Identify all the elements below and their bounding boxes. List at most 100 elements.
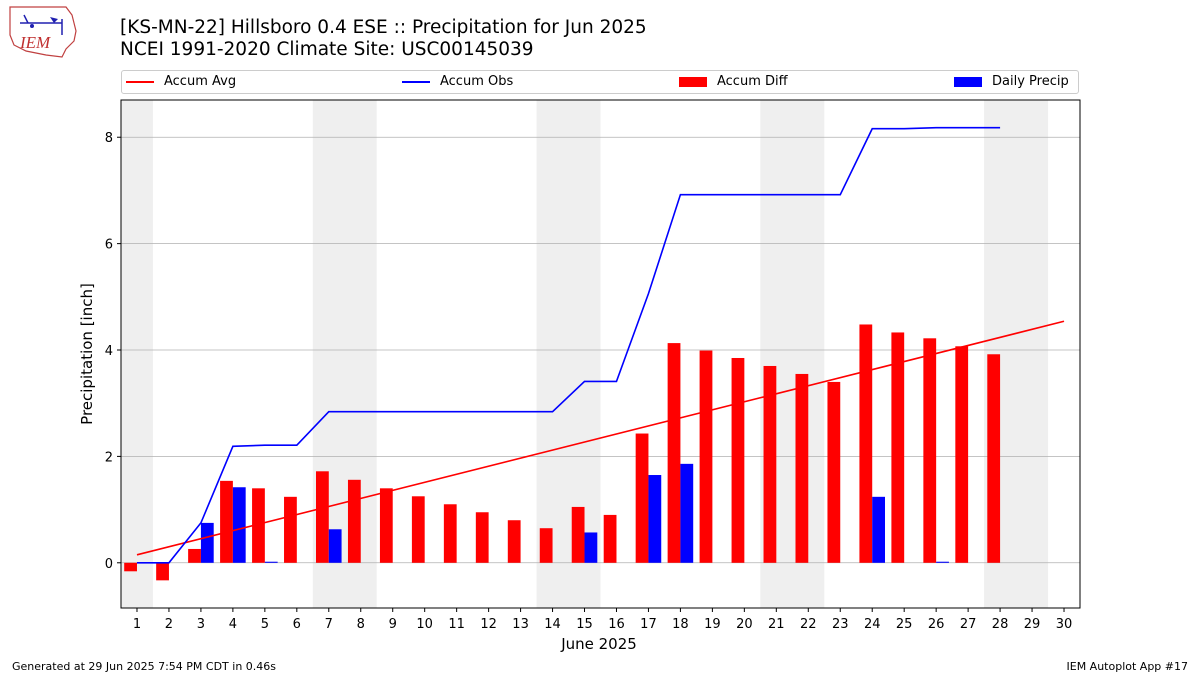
weekend-band (121, 100, 153, 608)
y-tick-label: 8 (105, 131, 113, 146)
x-tick-label: 15 (576, 617, 593, 632)
x-tick-label: 21 (768, 617, 785, 632)
x-tick-label: 3 (197, 617, 205, 632)
series-lines (136, 126, 1065, 564)
bar-accum-diff (315, 471, 329, 563)
x-tick-label: 20 (736, 617, 753, 632)
weekend-band (536, 100, 601, 608)
bar-accum-diff (987, 354, 1001, 563)
y-tick-label: 0 (105, 557, 113, 572)
iem-logo: IEM (6, 5, 82, 59)
y-axis-label: Precipitation [inch] (78, 283, 96, 425)
bar-accum-diff (859, 324, 873, 563)
x-tick-label: 6 (293, 617, 301, 632)
weekend-shading (121, 100, 1049, 608)
legend-label: Accum Avg (164, 74, 237, 89)
bar-accum-diff (411, 496, 425, 563)
x-tick-label: 19 (704, 617, 721, 632)
grid-lines (121, 136, 1080, 564)
bar-daily-precip (680, 463, 694, 563)
bar-daily-precip (200, 522, 214, 563)
bar-daily-precip (264, 561, 278, 563)
x-tick-label: 13 (512, 617, 529, 632)
x-tick-label: 24 (864, 617, 881, 632)
bar-daily-precip (584, 532, 598, 563)
plot-frame (120, 99, 1081, 609)
x-tick-label: 11 (448, 617, 465, 632)
legend-item-accum-avg: Accum Avg (126, 74, 236, 89)
axes: 1 2 3 4 5 6 7 8 9 10 11 12 13 14 15 16 17 18 19 20 21 22 23 24 2… (105, 99, 1081, 632)
y-tick-label: 6 (105, 238, 113, 253)
x-tick-label: 12 (480, 617, 497, 632)
autoplot-app-label: IEM Autoplot App #17 (1066, 660, 1189, 673)
bar-accum-diff (763, 365, 777, 563)
y-tick-label: 2 (105, 450, 113, 465)
bar-accum-diff (827, 381, 841, 563)
bar-accum-diff (379, 488, 393, 563)
bar-daily-precip (328, 529, 342, 563)
legend-swatch (954, 76, 982, 87)
bar-accum-diff (731, 357, 745, 563)
x-axis-label: June 2025 (560, 635, 637, 653)
bar-accum-diff (795, 373, 809, 563)
x-tick-label: 14 (544, 617, 561, 632)
x-tick-label: 9 (389, 617, 397, 632)
bar-accum-diff (443, 504, 457, 563)
x-tick-label: 1 (133, 617, 141, 632)
chart-title: [KS-MN-22] Hillsboro 0.4 ESE :: Precipit… (120, 17, 647, 38)
bar-daily-precip (648, 475, 662, 563)
line-accum-avg (136, 320, 1065, 556)
bar-accum-diff (699, 350, 713, 563)
bar-daily-precip (232, 487, 246, 563)
bar-daily-precip (936, 561, 949, 563)
x-tick-label: 5 (261, 617, 269, 632)
legend-item-daily-precip: Daily Precip (954, 74, 1069, 89)
x-tick-label: 16 (608, 617, 625, 632)
x-tick-label: 25 (896, 617, 913, 632)
x-tick-label: 26 (928, 617, 945, 632)
x-tick-label: 28 (992, 617, 1009, 632)
x-tick-label: 23 (832, 617, 849, 632)
x-tick-label: 27 (960, 617, 977, 632)
bar-accum-diff (220, 480, 233, 563)
bar-accum-diff (955, 346, 969, 563)
x-tick-label: 2 (165, 617, 173, 632)
x-tick-label: 30 (1056, 617, 1073, 632)
bar-accum-diff (284, 496, 297, 563)
legend-label: Accum Diff (717, 74, 788, 89)
bar-accum-diff (156, 562, 169, 581)
x-tick-label: 10 (416, 617, 433, 632)
bar-accum-diff (507, 520, 521, 563)
bar-accum-diff (252, 488, 265, 563)
legend-item-accum-obs: Accum Obs (402, 74, 513, 89)
x-tick-label: 8 (357, 617, 365, 632)
x-tick-label: 29 (1024, 617, 1041, 632)
legend-label: Accum Obs (440, 74, 514, 89)
bar-accum-diff (347, 479, 361, 563)
bar-accum-diff (635, 433, 649, 563)
x-tick-label: 22 (800, 617, 817, 632)
generated-timestamp: Generated at 29 Jun 2025 7:54 PM CDT in … (12, 660, 277, 673)
x-tick-label: 17 (640, 617, 657, 632)
bar-daily-precip (872, 496, 886, 563)
chart-subtitle: NCEI 1991-2020 Climate Site: USC00145039 (120, 39, 534, 60)
legend-item-accum-diff: Accum Diff (679, 74, 788, 89)
legend-swatch (126, 80, 154, 83)
bar-accum-diff (923, 338, 937, 563)
bar-accum-diff (475, 512, 489, 563)
legend-swatch (679, 76, 707, 87)
legend-label: Daily Precip (992, 74, 1069, 89)
bar-accum-diff (667, 343, 681, 563)
x-tick-label: 7 (325, 617, 333, 632)
bar-accum-diff (571, 506, 585, 563)
x-tick-label: 4 (229, 617, 237, 632)
legend: Accum Avg Accum Obs Accum Diff Daily Pre… (121, 70, 1079, 94)
bar-accum-diff (603, 514, 617, 563)
bars (124, 324, 1001, 581)
bar-accum-diff (891, 332, 905, 563)
y-tick-label: 4 (105, 344, 113, 359)
bar-accum-diff (539, 528, 553, 563)
logo-text: IEM (19, 33, 51, 52)
line-accum-obs (136, 126, 1001, 564)
